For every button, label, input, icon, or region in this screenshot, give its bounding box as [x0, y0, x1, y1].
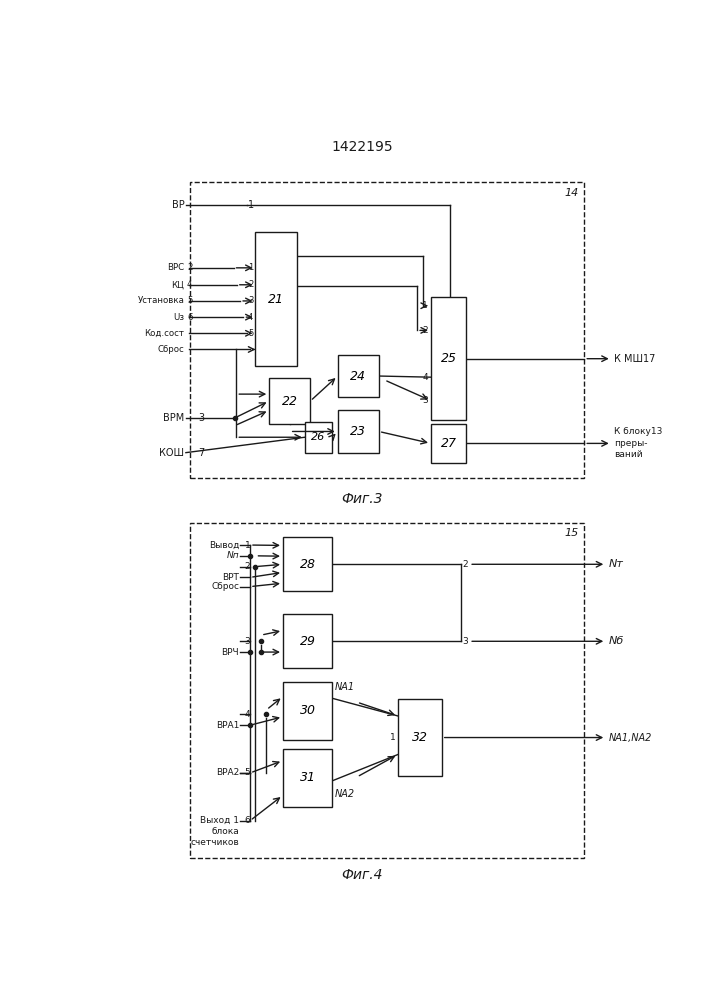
Text: 32: 32 [412, 731, 428, 744]
Bar [269, 378, 310, 424]
Text: К МШ17: К МШ17 [614, 354, 656, 364]
Text: 30: 30 [300, 704, 315, 717]
Text: блока: блока [211, 827, 239, 836]
Text: 5: 5 [187, 296, 192, 305]
Bar [283, 682, 332, 740]
Text: ВРТ: ВРТ [222, 573, 239, 582]
Text: Uз: Uз [173, 313, 185, 322]
Text: ваний: ваний [614, 450, 643, 459]
Text: 2: 2 [248, 280, 253, 289]
Bar [255, 232, 297, 366]
Text: 3: 3 [245, 637, 250, 646]
Text: 28: 28 [300, 558, 315, 571]
Text: Установка: Установка [137, 296, 185, 305]
Text: NА1: NА1 [335, 682, 355, 692]
Text: Фиг.3: Фиг.3 [341, 492, 383, 506]
Text: 27: 27 [440, 437, 457, 450]
Text: ВР: ВР [172, 200, 185, 210]
Text: Nп: Nп [226, 551, 239, 560]
Bar [398, 699, 442, 776]
Bar [338, 410, 379, 453]
Bar [283, 614, 332, 668]
Bar [283, 537, 332, 591]
Text: Nт: Nт [609, 559, 624, 569]
Text: NА2: NА2 [335, 789, 355, 799]
Bar [305, 422, 332, 453]
Text: 3: 3 [422, 396, 428, 405]
Text: Вывод: Вывод [209, 541, 239, 550]
Text: Фиг.4: Фиг.4 [341, 868, 383, 882]
Text: ВРА1: ВРА1 [216, 721, 239, 730]
Text: ВРС: ВРС [167, 263, 185, 272]
Text: ВРМ: ВРМ [163, 413, 185, 423]
Text: 2: 2 [423, 326, 428, 335]
Bar [338, 355, 379, 397]
Text: счетчиков: счетчиков [190, 838, 239, 847]
Text: 25: 25 [440, 352, 457, 365]
Text: преры-: преры- [614, 439, 648, 448]
Text: 1: 1 [422, 301, 428, 310]
Text: 1: 1 [248, 263, 253, 272]
Bar [431, 424, 467, 463]
Text: 6: 6 [245, 816, 250, 825]
Text: 1: 1 [245, 541, 250, 550]
Text: Код.сост: Код.сост [144, 329, 185, 338]
Bar [189, 523, 584, 858]
Text: 7: 7 [198, 448, 204, 458]
Text: 4: 4 [245, 710, 250, 719]
Text: 4: 4 [187, 280, 192, 289]
Text: Сброс: Сброс [211, 582, 239, 591]
Text: 23: 23 [350, 425, 366, 438]
Text: 4: 4 [423, 373, 428, 382]
Text: 22: 22 [281, 395, 298, 408]
Text: 26: 26 [311, 432, 326, 442]
Text: NА1,NА2: NА1,NА2 [609, 733, 653, 743]
Text: 1422195: 1422195 [332, 140, 393, 154]
Text: 3: 3 [248, 296, 253, 305]
Text: 21: 21 [268, 293, 284, 306]
Text: 2: 2 [187, 263, 192, 272]
Text: 1: 1 [248, 200, 255, 210]
Text: 3: 3 [462, 637, 468, 646]
Text: Сброс: Сброс [158, 345, 185, 354]
Text: Выход 1: Выход 1 [200, 816, 239, 825]
Text: 5: 5 [245, 768, 250, 777]
Text: 3: 3 [198, 413, 204, 423]
Text: 15: 15 [564, 528, 579, 538]
Text: Nб: Nб [609, 636, 624, 646]
Text: КЦ: КЦ [171, 280, 185, 289]
Text: КОШ: КОШ [159, 448, 185, 458]
Text: 1: 1 [390, 733, 395, 742]
Text: 2: 2 [245, 562, 250, 571]
Text: 6: 6 [187, 313, 192, 322]
Text: 14: 14 [564, 188, 579, 198]
Text: 2: 2 [462, 560, 468, 569]
Text: 4: 4 [248, 313, 253, 322]
Bar [431, 297, 467, 420]
Text: 29: 29 [300, 635, 315, 648]
Bar [189, 182, 584, 478]
Bar [283, 749, 332, 807]
Text: К блоку13: К блоку13 [614, 427, 662, 436]
Text: ВРА2: ВРА2 [216, 768, 239, 777]
Text: 31: 31 [300, 771, 315, 784]
Text: 5: 5 [248, 329, 253, 338]
Text: ВРЧ: ВРЧ [221, 648, 239, 657]
Text: 24: 24 [350, 370, 366, 383]
